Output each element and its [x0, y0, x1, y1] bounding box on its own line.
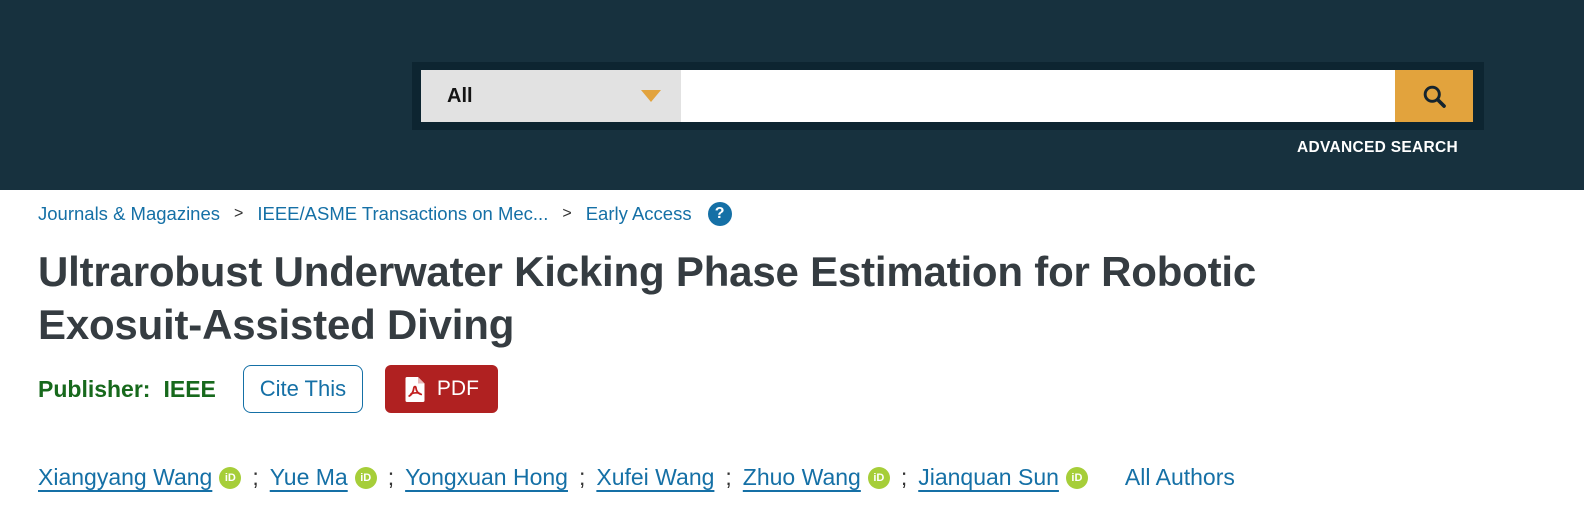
publisher-row: Publisher: IEEE Cite This PDF — [38, 364, 1584, 414]
page-title: Ultrarobust Underwater Kicking Phase Est… — [38, 248, 1257, 348]
authors-row: Xiangyang Wang iD ; Yue Ma iD ; Yongxuan… — [38, 464, 1584, 491]
cite-this-button[interactable]: Cite This — [242, 365, 363, 413]
author-separator: ; — [252, 464, 259, 490]
pdf-button-label: PDF — [436, 377, 479, 400]
author-link[interactable]: Zhuo Wang — [742, 464, 861, 490]
publisher-label: Publisher: — [38, 375, 151, 402]
breadcrumb: Journals & Magazines > IEEE/ASME Transac… — [38, 201, 1584, 227]
all-authors-link[interactable]: All Authors — [1124, 464, 1235, 490]
document-main: Journals & Magazines > IEEE/ASME Transac… — [0, 201, 1584, 491]
chevron-down-icon — [641, 90, 661, 102]
search-scope-selected: All — [447, 84, 473, 107]
magnifier-icon — [1421, 83, 1448, 110]
breadcrumb-separator: > — [562, 205, 572, 222]
orcid-icon[interactable]: iD — [867, 466, 890, 489]
breadcrumb-publication[interactable]: IEEE/ASME Transactions on Mec... — [257, 203, 549, 224]
author-link[interactable]: Jianquan Sun — [918, 464, 1059, 490]
breadcrumb-separator: > — [234, 205, 244, 222]
search-input[interactable] — [681, 70, 1395, 122]
orcid-icon[interactable]: iD — [1065, 466, 1088, 489]
site-header: All ADVANCED SEARCH — [0, 0, 1584, 190]
help-icon[interactable]: ? — [707, 202, 732, 226]
author-separator: ; — [578, 464, 586, 490]
author-separator: ; — [387, 464, 395, 490]
publisher-name: IEEE — [163, 375, 216, 402]
orcid-icon[interactable]: iD — [354, 466, 377, 489]
search-panel: All — [412, 62, 1484, 130]
advanced-search-link[interactable]: ADVANCED SEARCH — [1297, 139, 1458, 156]
search-bar: All — [421, 70, 1473, 122]
author-separator: ; — [900, 464, 908, 490]
author-link[interactable]: Xufei Wang — [596, 464, 715, 490]
search-button[interactable] — [1395, 70, 1473, 122]
pdf-file-icon — [404, 376, 426, 403]
author-link[interactable]: Yongxuan Hong — [405, 464, 568, 490]
author-separator: ; — [725, 464, 732, 490]
orcid-icon[interactable]: iD — [219, 466, 242, 489]
pdf-button[interactable]: PDF — [384, 365, 498, 413]
breadcrumb-early-access[interactable]: Early Access — [585, 203, 692, 224]
author-link[interactable]: Yue Ma — [269, 464, 348, 490]
search-scope-dropdown[interactable]: All — [421, 70, 681, 122]
breadcrumb-journals-magazines[interactable]: Journals & Magazines — [38, 203, 221, 224]
author-link[interactable]: Xiangyang Wang — [38, 464, 213, 490]
